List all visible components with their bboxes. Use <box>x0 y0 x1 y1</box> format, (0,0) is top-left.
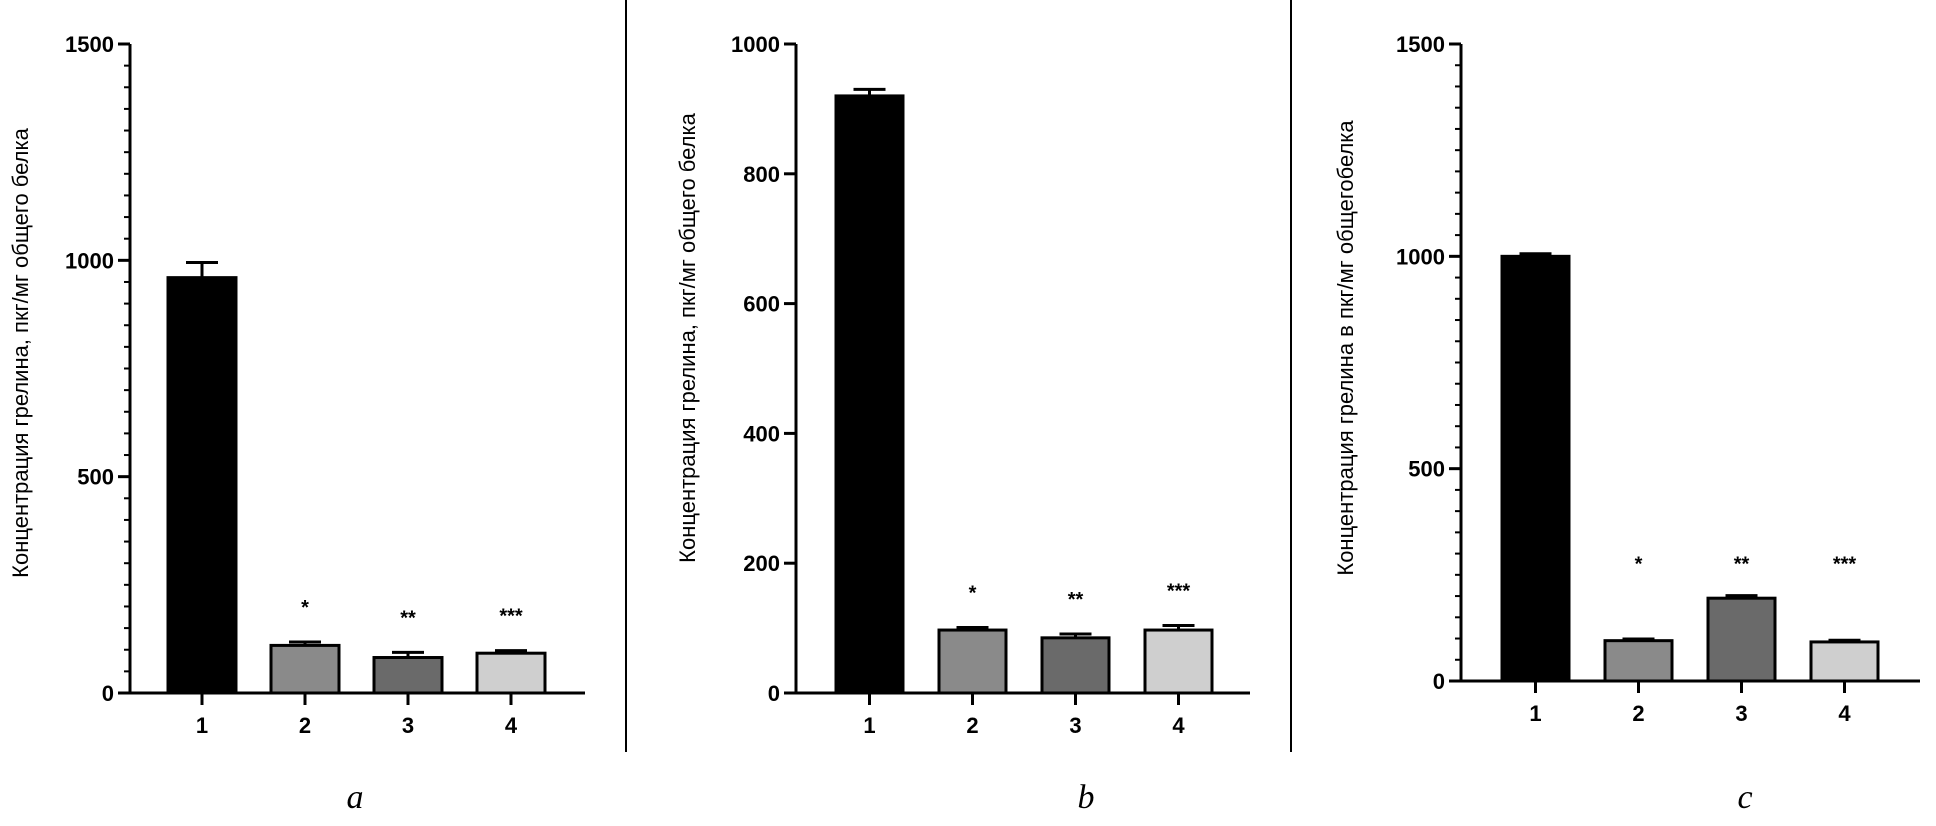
y-tick-label-c: 1000 <box>1396 244 1445 269</box>
significance-marker-a: ** <box>400 607 416 629</box>
significance-marker-b: * <box>969 582 977 604</box>
y-tick-label-c: 500 <box>1408 457 1445 482</box>
bar-a-3 <box>372 656 444 695</box>
significance-marker-b: ** <box>1068 589 1084 611</box>
chart-panel-b: Концентрация грелина, пкг/мг общего белк… <box>675 32 1250 816</box>
x-tick-label-c: 4 <box>1838 701 1851 726</box>
significance-marker-a: *** <box>499 606 523 628</box>
x-tick-label-b: 2 <box>966 713 978 738</box>
chart-panel-a: Концентрация грелина, пкг/мг общего белк… <box>8 32 585 816</box>
panel-label-b: b <box>1078 779 1095 816</box>
x-tick-label-a: 3 <box>402 713 414 738</box>
y-tick-label-b: 800 <box>743 162 780 187</box>
y-axis-title-a: Концентрация грелина, пкг/мг общего белк… <box>8 127 33 577</box>
panel-label-c: c <box>1737 779 1752 816</box>
significance-marker-c: *** <box>1833 554 1857 576</box>
y-tick-label-a: 1500 <box>65 32 114 57</box>
significance-marker-c: ** <box>1734 554 1750 576</box>
bar-a-4 <box>475 651 547 695</box>
y-axis-title-b: Концентрация грелина, пкг/мг общего белк… <box>675 112 700 562</box>
y-tick-label-c: 1500 <box>1396 32 1445 57</box>
x-tick-label-a: 4 <box>505 713 518 738</box>
x-tick-label-c: 2 <box>1632 701 1644 726</box>
y-tick-label-b: 1000 <box>731 32 780 57</box>
y-tick-label-c: 0 <box>1433 669 1445 694</box>
y-tick-label-a: 1000 <box>65 248 114 273</box>
x-tick-label-a: 2 <box>299 713 311 738</box>
bar-b-1 <box>834 94 905 695</box>
chart-panel-c: Концентрация грелина в пкг/мг общегобелк… <box>1333 32 1920 816</box>
bar-a-2 <box>269 643 341 695</box>
x-tick-label-c: 3 <box>1735 701 1747 726</box>
chart-plot-a: 0 500 1000 1500 1 2 * 3 ** 4 *** <box>65 32 585 738</box>
significance-marker-b: *** <box>1167 581 1191 603</box>
bar-c-3 <box>1706 596 1777 683</box>
y-tick-label-b: 0 <box>768 681 780 706</box>
bar-c-1 <box>1500 254 1571 683</box>
bar-b-4 <box>1143 628 1214 695</box>
chart-plot-b: 0 200 400 600 800 1000 1 2 * 3 ** 4 *** <box>731 32 1250 738</box>
bar-c-4 <box>1809 640 1880 683</box>
x-tick-label-b: 3 <box>1069 713 1081 738</box>
y-tick-label-b: 400 <box>743 421 780 446</box>
x-tick-label-b: 1 <box>863 713 875 738</box>
significance-marker-c: * <box>1635 554 1643 576</box>
bar-a-1 <box>166 276 238 695</box>
significance-marker-a: * <box>301 597 309 619</box>
bar-c-2 <box>1603 639 1674 683</box>
chart-plot-c: 0 500 1000 1500 1 2 * 3 ** 4 *** <box>1396 32 1920 726</box>
x-tick-label-b: 4 <box>1172 713 1185 738</box>
y-tick-label-a: 500 <box>77 465 114 490</box>
bar-b-3 <box>1040 636 1111 695</box>
panel-label-a: a <box>347 779 364 816</box>
y-tick-label-b: 200 <box>743 551 780 576</box>
y-axis-title-c: Концентрация грелина в пкг/мг общегобелк… <box>1333 120 1358 576</box>
x-tick-label-c: 1 <box>1529 701 1541 726</box>
y-tick-label-b: 600 <box>743 292 780 317</box>
y-tick-label-a: 0 <box>102 681 114 706</box>
bar-b-2 <box>937 628 1008 695</box>
x-tick-label-a: 1 <box>196 713 208 738</box>
